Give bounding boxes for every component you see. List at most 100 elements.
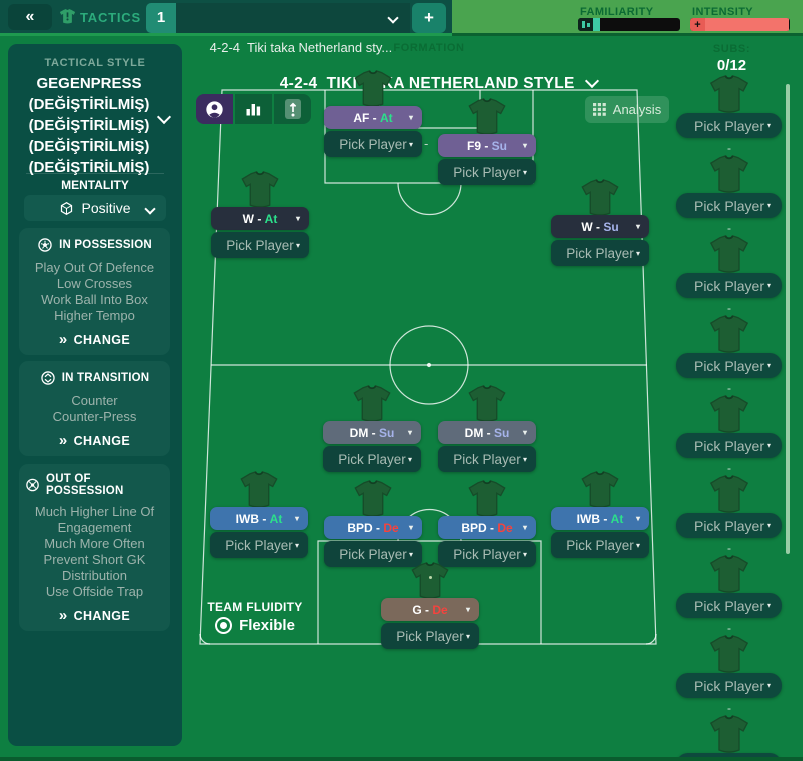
pick-player-dropdown[interactable]: Pick Player ▾	[324, 541, 422, 567]
pick-player-label: Pick Player	[566, 245, 634, 261]
duty-label: At	[380, 110, 393, 125]
pick-player-dropdown[interactable]: Pick Player ▾	[551, 240, 649, 266]
change-button[interactable]: » CHANGE	[25, 433, 164, 448]
tactical-style-selector[interactable]: GEGENPRESS (DEĞİŞTİRİLMİŞ) (DEĞİŞTİRİLMİ…	[28, 75, 150, 176]
pick-player-dropdown[interactable]: Pick Player ▾	[676, 433, 782, 458]
instruction-card: IN POSSESSION Play Out Of Defence Low Cro…	[19, 228, 170, 355]
chevron-down-icon	[387, 12, 399, 24]
pick-player-dropdown[interactable]: Pick Player ▾	[438, 446, 536, 472]
chevron-down-icon: ▾	[522, 523, 527, 532]
chevron-down-icon: ▾	[295, 240, 300, 250]
change-button[interactable]: » CHANGE	[25, 607, 164, 624]
chevron-down-icon: ▾	[465, 631, 470, 641]
back-button[interactable]: «	[8, 4, 52, 30]
chevron-down-icon: ▾	[522, 167, 527, 177]
mentality-label: MENTALITY	[61, 178, 129, 192]
role-duty-dropdown[interactable]: DM - Su ▾	[438, 421, 536, 444]
pick-player-dropdown[interactable]: Pick Player ▾	[438, 541, 536, 567]
chevron-down-icon: ▾	[635, 540, 640, 550]
role-duty-dropdown[interactable]: W - Su ▾	[551, 215, 649, 238]
role-duty-dropdown[interactable]: AF - At ▾	[324, 106, 422, 129]
role-label: W	[581, 219, 593, 234]
instruction-list: Play Out Of Defence Low Crosses Work Ball …	[34, 260, 155, 323]
sub-slot: Pick Player ▾ -	[676, 635, 782, 715]
top-bar-divider	[0, 33, 452, 36]
pick-player-label: Pick Player	[396, 628, 464, 644]
mentality-dropdown[interactable]: Positive	[24, 195, 166, 221]
section-title: OUT OF POSSESSION	[46, 473, 124, 497]
player-view-button[interactable]	[196, 94, 233, 124]
change-button[interactable]: » CHANGE	[25, 332, 164, 347]
role-duty-dropdown[interactable]: W - At ▾	[211, 207, 309, 230]
familiarity-icon	[578, 18, 593, 31]
pick-player-dropdown[interactable]: Pick Player ▾	[211, 232, 309, 258]
role-label: W	[242, 211, 254, 226]
pick-player-label: Pick Player	[226, 237, 294, 253]
sub-slot: Pick Player ▾ -	[676, 555, 782, 635]
pick-player-dropdown[interactable]: Pick Player ▾	[676, 513, 782, 538]
window-edge	[0, 757, 803, 761]
formation-label: FORMATION	[393, 42, 465, 54]
stats-view-button[interactable]	[235, 94, 272, 124]
role-label: G	[412, 602, 422, 617]
change-label: CHANGE	[73, 333, 131, 347]
chevron-down-icon	[144, 203, 156, 215]
pick-player-dropdown[interactable]: Pick Player ▾	[551, 532, 649, 558]
instruction-card: OUT OF POSSESSION Much Higher Line Of En…	[19, 464, 170, 631]
role-duty-dropdown[interactable]: IWB - At ▾	[210, 507, 308, 530]
chevron-down-icon	[156, 109, 172, 125]
subs-scrollbar[interactable]	[786, 84, 790, 554]
grid-icon	[592, 103, 606, 116]
role-duty-dropdown[interactable]: DM - Su ▾	[323, 421, 421, 444]
role-label: DM	[349, 425, 369, 440]
duty-label: De	[432, 602, 448, 617]
pick-player-label: Pick Player	[693, 197, 765, 214]
tactic-selector-dropdown[interactable]: 4-2-4 Tiki taka Netherland sty...	[176, 3, 410, 55]
chevron-down-icon: ▾	[294, 540, 299, 550]
role-label: F9	[466, 138, 481, 153]
role-duty-dropdown[interactable]: F9 - Su ▾	[438, 134, 536, 157]
role-duty-dropdown[interactable]: BPD - De ▾	[438, 516, 536, 539]
pick-player-dropdown[interactable]: Pick Player ▾	[323, 446, 421, 472]
role-duty-dropdown[interactable]: IWB - At ▾	[551, 507, 649, 530]
empty-player-dash: -	[727, 701, 731, 715]
pick-player-dropdown[interactable]: Pick Player ▾	[381, 623, 479, 649]
add-tactic-button[interactable]: +	[412, 3, 446, 33]
chevron-down-icon: ▾	[766, 201, 771, 210]
pick-player-dropdown[interactable]: Pick Player ▾	[324, 131, 422, 157]
formation-selector[interactable]: 4-2-4 TIKI TAKA NETHERLAND STYLE	[190, 57, 668, 111]
analysis-button[interactable]: Analysis	[585, 96, 669, 123]
pitch-view-button[interactable]	[274, 94, 311, 124]
empty-player-dash: -	[727, 141, 731, 155]
change-label: CHANGE	[73, 609, 131, 623]
section-title: IN POSSESSION	[59, 239, 152, 251]
pick-player-dropdown[interactable]: Pick Player ▾	[676, 273, 782, 298]
chevron-down-icon: ▾	[522, 454, 527, 464]
pick-player-dropdown[interactable]: Pick Player ▾	[676, 193, 782, 218]
pick-player-dropdown[interactable]: Pick Player ▾	[676, 353, 782, 378]
familiarity-fill	[593, 18, 601, 31]
empty-player-dash: -	[727, 221, 731, 235]
duty-label: At	[269, 511, 283, 526]
role-duty-dropdown[interactable]: G - De ▾	[381, 598, 479, 621]
empty-player-dash: -	[727, 621, 731, 635]
chevron-down-icon: ▾	[766, 601, 771, 610]
pick-player-dropdown[interactable]: Pick Player ▾	[676, 673, 782, 698]
top-bar-divider	[452, 33, 803, 36]
duty-label: Su	[379, 425, 395, 440]
role-duty-dropdown[interactable]: BPD - De ▾	[324, 516, 422, 539]
pick-player-dropdown[interactable]: Pick Player ▾	[676, 593, 782, 618]
tactic-tab-number[interactable]: 1	[146, 3, 176, 33]
intensity-plus-icon: +	[690, 18, 705, 31]
double-chevron-icon: »	[58, 607, 68, 624]
pick-player-label: Pick Player	[338, 451, 406, 467]
analysis-label: Analysis	[612, 102, 662, 117]
pick-player-dropdown[interactable]: Pick Player ▾	[438, 159, 536, 185]
role-label: BPD	[461, 520, 487, 535]
pick-player-dropdown[interactable]: Pick Player ▾	[210, 532, 308, 558]
duty-label: De	[497, 520, 513, 535]
pick-player-dropdown[interactable]: Pick Player ▾	[676, 113, 782, 138]
duty-label: At	[264, 211, 278, 226]
section-title: IN TRANSITION	[61, 372, 150, 384]
section-icon	[37, 237, 53, 253]
